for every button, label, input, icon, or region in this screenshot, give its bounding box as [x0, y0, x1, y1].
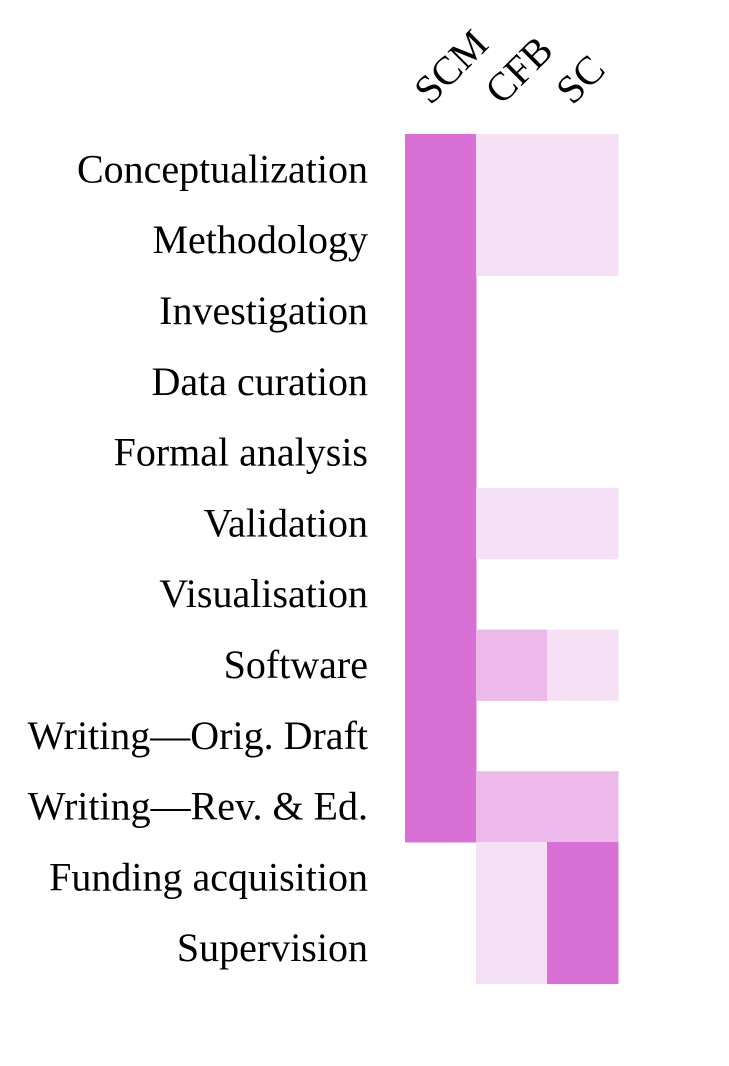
row-label-methodology: Methodology	[152, 217, 368, 262]
cell-software-cfb	[476, 629, 548, 701]
cell-supervision-sc	[547, 912, 619, 985]
row-label-supervision: Supervision	[177, 925, 368, 970]
cell-conceptualization-cfb	[476, 134, 548, 206]
row-label-writing-rev-ed: Writing—Rev. & Ed.	[28, 784, 368, 829]
cell-visualisation-scm	[405, 558, 477, 631]
cell-funding-acquisition-sc	[547, 842, 619, 914]
cell-writing-orig-draft-scm	[405, 700, 477, 772]
cell-writing-rev-ed-sc	[547, 771, 619, 843]
heatmap-cells	[405, 134, 619, 985]
column-label-cfb: CFB	[476, 27, 561, 112]
cell-formal-analysis-scm	[405, 417, 477, 489]
cell-writing-rev-ed-cfb	[476, 771, 548, 843]
cell-data-curation-scm	[405, 346, 477, 418]
cell-supervision-cfb	[476, 912, 548, 985]
row-label-software: Software	[224, 642, 368, 687]
row-label-conceptualization: Conceptualization	[77, 146, 368, 191]
cell-validation-sc	[547, 488, 619, 560]
row-label-data-curation: Data curation	[151, 359, 368, 404]
cell-methodology-sc	[547, 204, 619, 277]
row-label-investigation: Investigation	[159, 288, 368, 333]
column-label-scm: SCM	[405, 21, 497, 113]
row-label-formal-analysis: Formal analysis	[114, 430, 368, 475]
cell-funding-acquisition-cfb	[476, 842, 548, 914]
cell-validation-scm	[405, 488, 477, 560]
cell-writing-rev-ed-scm	[405, 771, 477, 843]
cell-conceptualization-scm	[405, 134, 477, 206]
row-label-writing-orig-draft: Writing—Orig. Draft	[27, 713, 368, 758]
cell-methodology-cfb	[476, 204, 548, 277]
row-labels: Conceptualization Methodology Investigatio…	[27, 146, 368, 970]
cell-methodology-scm	[405, 204, 477, 277]
cell-conceptualization-sc	[547, 134, 619, 206]
row-label-validation: Validation	[204, 500, 368, 545]
cell-software-scm	[405, 629, 477, 701]
cell-investigation-scm	[405, 275, 477, 347]
row-label-visualisation: Visualisation	[159, 571, 368, 616]
cell-software-sc	[547, 629, 619, 701]
row-label-funding-acquisition: Funding acquisition	[49, 854, 368, 899]
cell-validation-cfb	[476, 488, 548, 560]
